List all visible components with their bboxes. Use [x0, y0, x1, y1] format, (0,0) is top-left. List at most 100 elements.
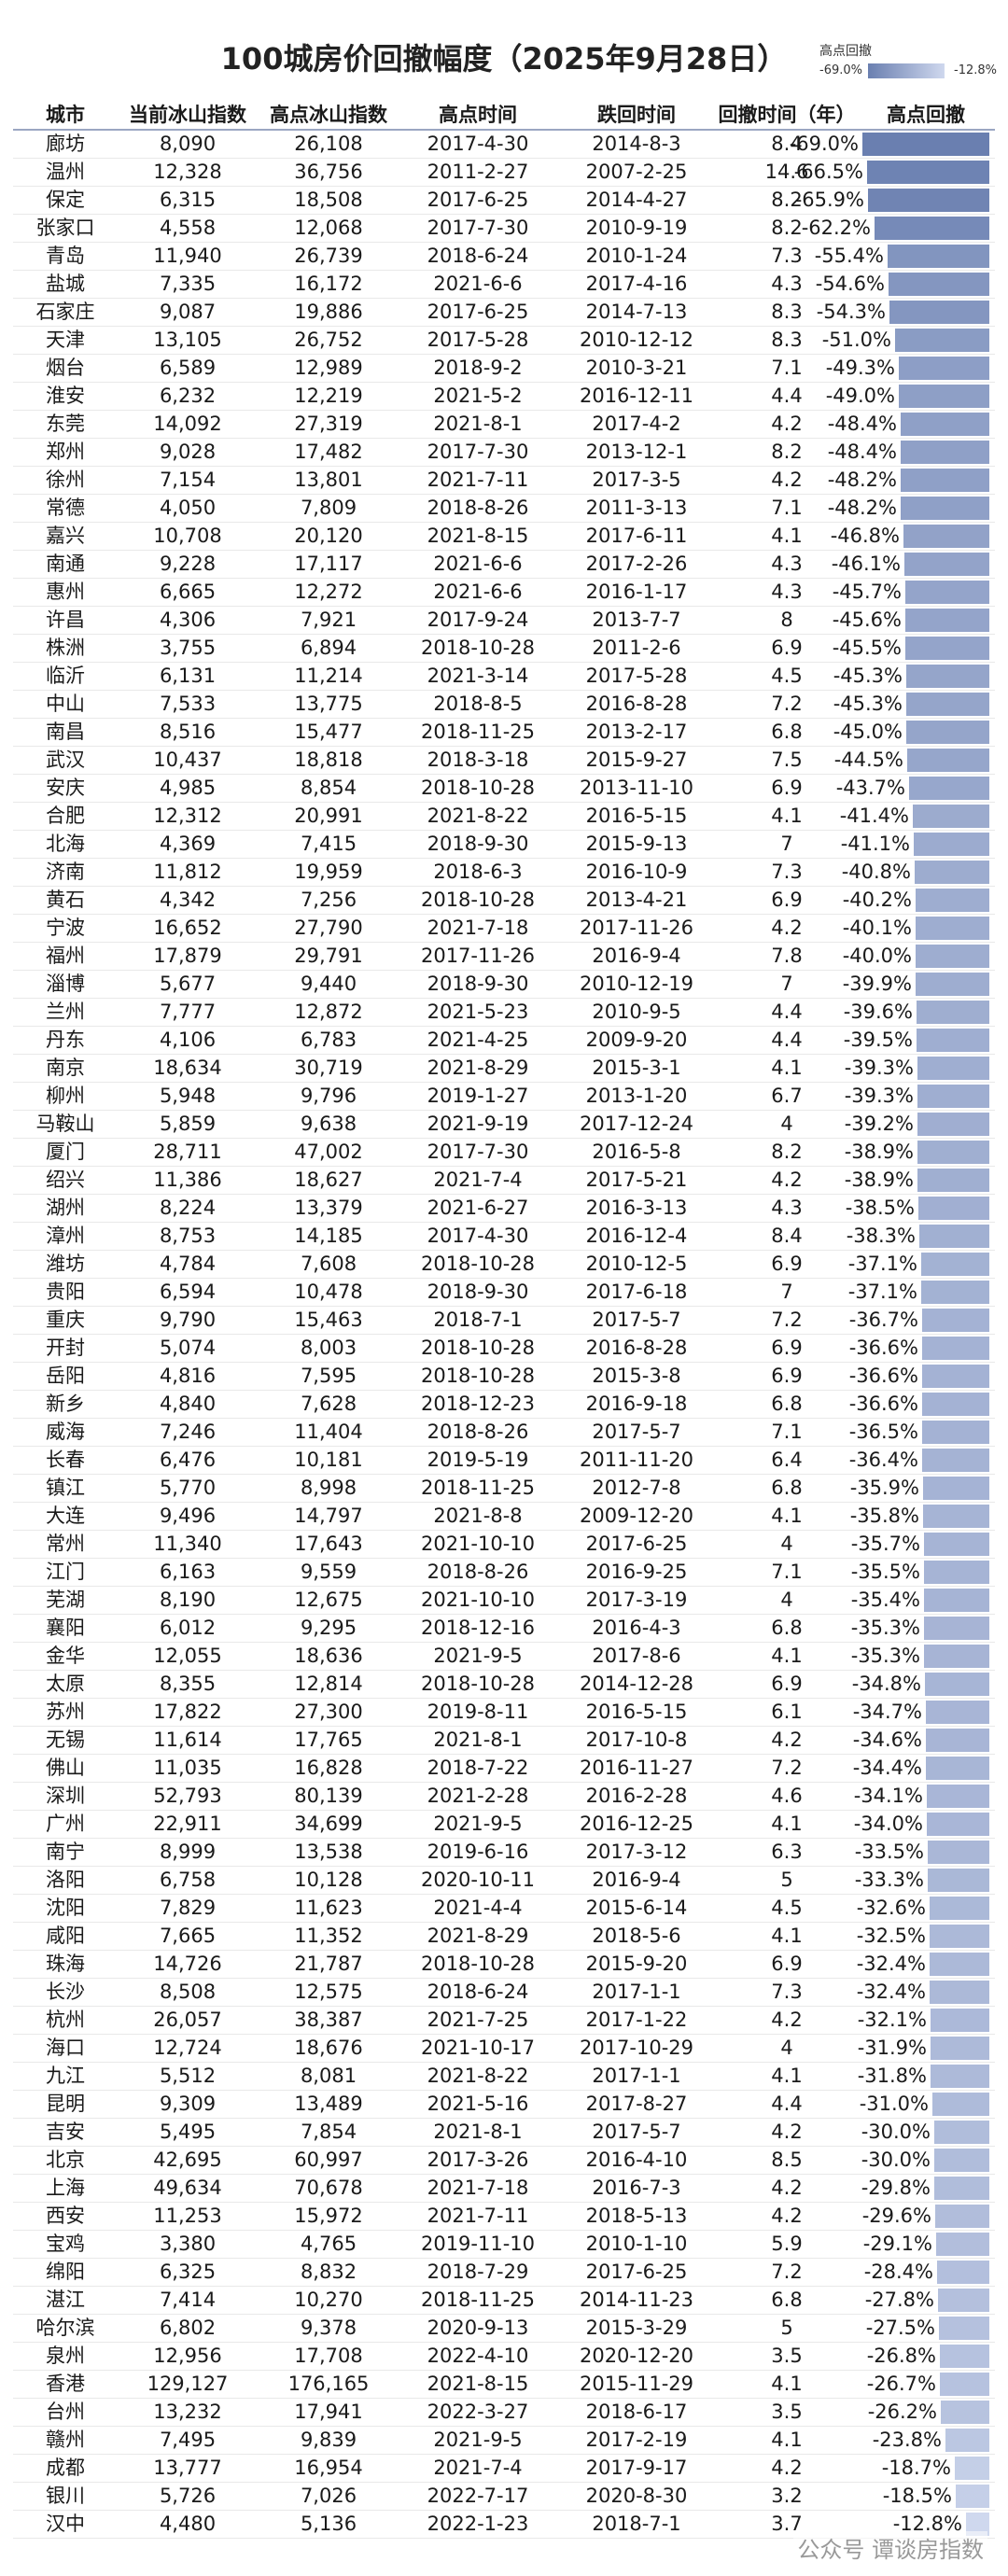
cell-current-index: 17,822: [153, 1701, 222, 1723]
cell-peak-index: 9,839: [300, 2429, 357, 2451]
drawdown-bar: [906, 693, 989, 716]
cell-current-index: 6,163: [159, 1561, 217, 1583]
cell-city: 广州: [46, 1813, 85, 1835]
drawdown-label: -31.0%: [859, 2093, 929, 2115]
cell-fallback-date: 2017-6-11: [585, 525, 688, 547]
cell-current-index: 3,755: [159, 637, 217, 659]
cell-current-index: 4,480: [159, 2513, 217, 2535]
cell-drawdown-years: 7.8: [771, 945, 803, 967]
drawdown-label: -39.2%: [844, 1113, 914, 1135]
cell-city: 许昌: [46, 609, 85, 631]
cell-drawdown-years: 4.1: [771, 525, 803, 547]
cell-peak-index: 36,756: [294, 161, 363, 183]
drawdown-bar: [905, 609, 989, 632]
cell-peak-index: 7,595: [300, 1365, 357, 1387]
cell-peak-date: 2017-7-30: [427, 217, 529, 239]
cell-drawdown-years: 6.9: [771, 777, 803, 799]
drawdown-bar: [934, 2121, 989, 2144]
table-row: 新乡 4,840 7,628 2018-12-23 2016-9-18 6.8 -36.6%: [13, 1391, 995, 1419]
cell-city: 西安: [46, 2205, 85, 2227]
cell-fallback-date: 2017-1-22: [585, 2009, 688, 2031]
cell-fallback-date: 2017-8-6: [592, 1645, 681, 1667]
table-row: 温州 12,328 36,756 2011-2-27 2007-2-25 14.6 -66.…: [13, 159, 995, 187]
drawdown-label: -34.7%: [852, 1701, 922, 1723]
cell-peak-drawdown: -40.2%: [843, 887, 995, 914]
cell-drawdown-years: 6.8: [771, 721, 803, 743]
cell-current-index: 14,092: [153, 413, 222, 435]
drawdown-bar: [914, 833, 989, 856]
table-row: 珠海 14,726 21,787 2018-10-28 2015-9-20 6.9 -32.…: [13, 1951, 995, 1979]
cell-city: 开封: [46, 1337, 85, 1359]
cell-drawdown-years: 4: [780, 2037, 793, 2059]
cell-current-index: 6,012: [159, 1617, 217, 1639]
table-row: 北海 4,369 7,415 2018-9-30 2015-9-13 7 -41.1%: [13, 831, 995, 859]
cell-city: 无锡: [46, 1729, 85, 1751]
cell-drawdown-years: 3.5: [771, 2401, 803, 2423]
drawdown-label: -35.3%: [850, 1617, 920, 1639]
cell-city: 保定: [46, 189, 85, 211]
drawdown-label: -32.6%: [856, 1897, 926, 1919]
table-row: 张家口 4,558 12,068 2017-7-30 2010-9-19 8.2 -62.2…: [13, 215, 995, 243]
cell-peak-date: 2021-5-16: [427, 2093, 529, 2115]
cell-peak-index: 27,319: [294, 413, 363, 435]
table-row: 许昌 4,306 7,921 2017-9-24 2013-7-7 8 -45.6%: [13, 607, 995, 635]
cell-city: 泉州: [46, 2345, 85, 2367]
drawdown-label: -39.5%: [843, 1029, 913, 1051]
cell-fallback-date: 2016-10-9: [585, 861, 688, 883]
cell-peak-date: 2021-10-17: [420, 2037, 536, 2059]
cell-peak-drawdown: -26.2%: [857, 2399, 995, 2426]
cell-peak-index: 29,791: [294, 945, 363, 967]
cell-drawdown-years: 7.3: [771, 245, 803, 267]
cell-peak-drawdown: -38.9%: [845, 1167, 995, 1194]
cell-fallback-date: 2010-9-19: [585, 217, 688, 239]
cell-peak-drawdown: -34.7%: [853, 1699, 995, 1726]
drawdown-bar: [916, 945, 989, 968]
cell-peak-drawdown: -39.3%: [845, 1055, 995, 1082]
drawdown-label: -35.8%: [849, 1505, 919, 1527]
cell-peak-drawdown: -49.0%: [826, 383, 995, 410]
cell-drawdown-years: 4.1: [771, 1813, 803, 1835]
cell-drawdown-years: 4.3: [771, 273, 803, 295]
table-row: 丹东 4,106 6,783 2021-4-25 2009-9-20 4.4 -39.5%: [13, 1027, 995, 1055]
cell-city: 大连: [46, 1505, 85, 1527]
cell-current-index: 4,558: [159, 217, 217, 239]
cell-current-index: 7,335: [159, 273, 217, 295]
cell-city: 南通: [46, 553, 85, 575]
cell-drawdown-years: 6.9: [771, 1673, 803, 1695]
cell-peak-drawdown: -45.3%: [833, 691, 995, 718]
cell-drawdown-years: 6.4: [771, 1449, 803, 1471]
cell-peak-index: 176,165: [287, 2373, 370, 2395]
drawdown-bar: [928, 1841, 989, 1864]
cell-peak-drawdown: -45.0%: [833, 719, 995, 746]
cell-current-index: 4,816: [159, 1365, 217, 1387]
cell-peak-drawdown: -36.7%: [849, 1307, 995, 1334]
cell-fallback-date: 2016-9-4: [592, 945, 681, 967]
cell-current-index: 17,879: [153, 945, 222, 967]
cell-fallback-date: 2016-8-28: [585, 1337, 688, 1359]
cell-peak-date: 2018-7-1: [433, 1309, 523, 1331]
drawdown-bar: [956, 2485, 989, 2508]
table-row: 镇江 5,770 8,998 2018-11-25 2012-7-8 6.8 -35.9%: [13, 1475, 995, 1503]
cell-peak-date: 2017-7-30: [427, 1141, 529, 1163]
cell-fallback-date: 2016-1-17: [585, 581, 688, 603]
cell-peak-drawdown: -41.1%: [841, 831, 995, 858]
cell-drawdown-years: 4.2: [771, 469, 803, 491]
cell-peak-drawdown: -48.2%: [828, 467, 995, 494]
cell-peak-drawdown: -35.9%: [850, 1475, 995, 1502]
cell-city: 潍坊: [46, 1253, 85, 1275]
drawdown-label: -29.8%: [861, 2177, 931, 2199]
cell-peak-date: 2017-9-24: [427, 609, 529, 631]
cell-drawdown-years: 8.2: [771, 441, 803, 463]
cell-drawdown-years: 6.9: [771, 1953, 803, 1975]
cell-current-index: 12,724: [153, 2037, 222, 2059]
cell-peak-drawdown: -18.5%: [857, 2483, 995, 2510]
cell-peak-date: 2021-9-5: [433, 2429, 523, 2451]
table-row: 威海 7,246 11,404 2018-8-26 2017-5-7 7.1 -36.5%: [13, 1419, 995, 1447]
cell-fallback-date: 2017-4-16: [585, 273, 688, 295]
cell-peak-date: 2018-6-3: [433, 861, 523, 883]
cell-peak-drawdown: -45.5%: [833, 635, 995, 662]
cell-current-index: 13,777: [153, 2457, 222, 2479]
cell-peak-date: 2018-10-28: [420, 777, 536, 799]
table-row: 长沙 8,508 12,575 2018-6-24 2017-1-1 7.3 -32.4%: [13, 1979, 995, 2007]
cell-fallback-date: 2013-7-7: [592, 609, 681, 631]
